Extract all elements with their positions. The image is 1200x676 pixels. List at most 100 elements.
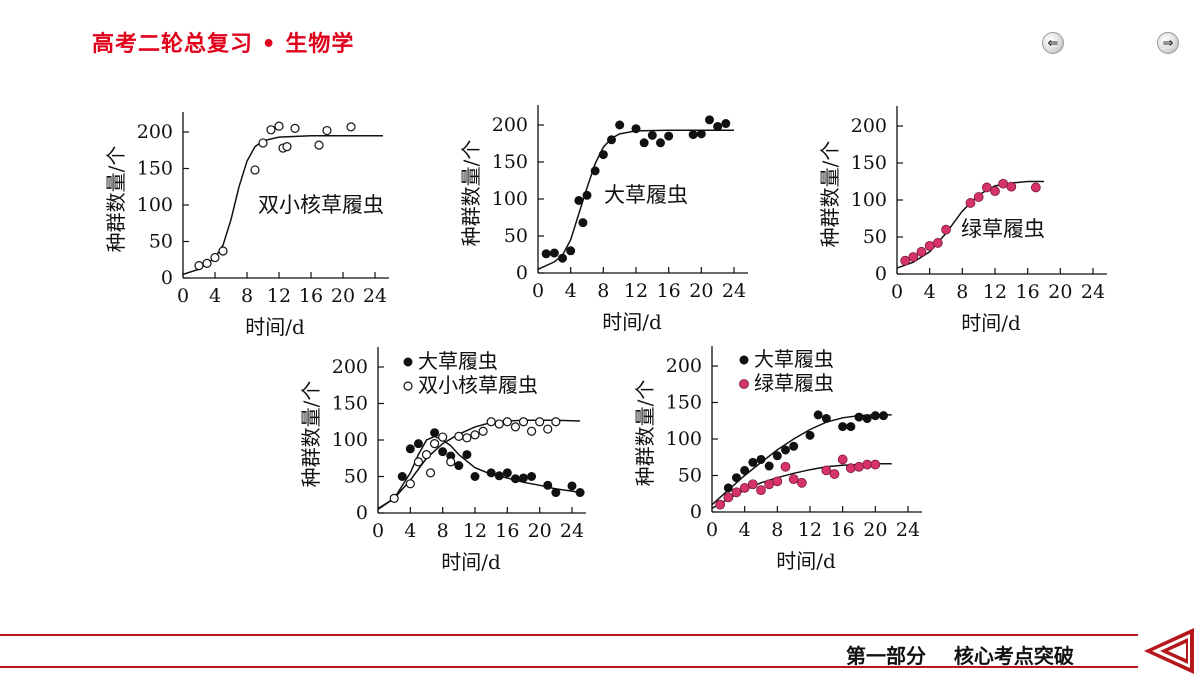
x-tick-label: 12	[798, 519, 822, 541]
data-point	[805, 430, 815, 440]
data-point	[274, 121, 284, 131]
data-point	[558, 253, 567, 263]
y-tick-label: 150	[666, 392, 702, 414]
x-tick-label: 12	[624, 280, 648, 302]
data-point	[615, 120, 625, 130]
data-point	[446, 457, 456, 467]
y-axis-label: 种群数量/个	[104, 146, 128, 253]
y-tick-label: 150	[137, 158, 173, 180]
data-point	[1030, 182, 1041, 193]
data-point	[429, 439, 440, 449]
y-tick-label: 100	[666, 428, 702, 450]
x-tick-label: 24	[363, 285, 387, 307]
data-point	[981, 182, 992, 193]
x-tick-label: 12	[463, 520, 487, 542]
data-point	[796, 477, 807, 488]
data-point	[438, 447, 448, 457]
legend-marker	[739, 355, 749, 365]
legend-marker	[403, 381, 413, 391]
data-point	[772, 451, 782, 461]
data-point	[723, 492, 734, 503]
data-point	[838, 422, 848, 432]
y-tick-label: 0	[356, 502, 368, 524]
data-point	[756, 454, 766, 464]
footer-section: 第一部分	[846, 644, 926, 668]
data-point	[258, 138, 268, 148]
data-point	[314, 140, 324, 150]
data-point	[502, 417, 512, 427]
data-point	[510, 474, 520, 484]
y-axis-label: 种群数量/个	[818, 141, 842, 248]
data-point	[218, 246, 228, 256]
data-point	[721, 119, 731, 129]
data-point	[266, 125, 276, 135]
data-point	[502, 468, 512, 478]
data-point	[566, 246, 576, 256]
data-point	[438, 432, 448, 442]
data-point	[567, 481, 577, 491]
data-point	[210, 252, 220, 263]
x-tick-label: 16	[495, 520, 519, 542]
arrow-right-icon[interactable]: ⇒	[1157, 32, 1179, 54]
data-point	[543, 480, 553, 490]
x-tick-label: 24	[1081, 281, 1105, 303]
x-tick-label: 20	[1048, 281, 1072, 303]
data-point	[723, 483, 733, 493]
y-tick-label: 50	[344, 466, 368, 488]
legend-marker	[403, 357, 413, 367]
y-tick-label: 100	[332, 429, 368, 451]
data-point	[290, 123, 300, 133]
data-point	[813, 410, 823, 420]
data-point	[715, 499, 726, 510]
data-point	[998, 178, 1009, 189]
x-tick-label: 12	[267, 285, 291, 307]
data-point	[494, 471, 504, 481]
data-point	[510, 422, 521, 432]
data-point	[551, 488, 561, 498]
data-point	[789, 441, 799, 451]
x-axis-label: 时间/d	[776, 549, 836, 573]
data-point	[688, 130, 698, 140]
data-point	[845, 463, 856, 474]
data-point	[731, 487, 742, 498]
y-tick-label: 150	[492, 151, 528, 173]
x-axis-label: 时间/d	[961, 311, 1021, 335]
data-point	[425, 468, 436, 478]
data-point	[788, 474, 799, 485]
data-point	[965, 198, 976, 208]
y-tick-label: 50	[149, 231, 173, 253]
footer-divider-bottom	[0, 666, 1140, 668]
data-point	[535, 417, 545, 427]
data-point	[462, 450, 472, 460]
data-point	[772, 476, 783, 487]
data-point	[764, 461, 774, 471]
data-point	[454, 461, 464, 471]
data-point	[250, 165, 260, 175]
arrow-left-icon[interactable]: ⇐	[1042, 32, 1064, 54]
data-point	[846, 422, 856, 432]
data-point	[732, 473, 741, 483]
data-point	[664, 131, 674, 141]
data-point	[870, 411, 880, 421]
data-point	[397, 472, 407, 481]
data-point	[590, 166, 600, 176]
y-tick-label: 200	[666, 355, 702, 377]
legend-marker	[739, 379, 749, 389]
data-point	[764, 479, 775, 490]
header-title: 高考二轮总复习 • 生物学	[92, 32, 355, 57]
data-point	[990, 186, 1000, 197]
data-point	[478, 426, 488, 436]
data-point	[821, 465, 832, 476]
x-axis-label: 时间/d	[245, 315, 305, 339]
data-point	[916, 246, 927, 257]
data-point	[462, 433, 472, 443]
y-axis-label: 种群数量/个	[459, 140, 483, 247]
x-tick-label: 0	[177, 285, 189, 307]
back-arrow-icon[interactable]	[1138, 626, 1200, 676]
data-point	[829, 469, 840, 479]
data-point	[941, 224, 951, 235]
data-point	[470, 472, 480, 481]
x-tick-label: 4	[739, 519, 751, 541]
